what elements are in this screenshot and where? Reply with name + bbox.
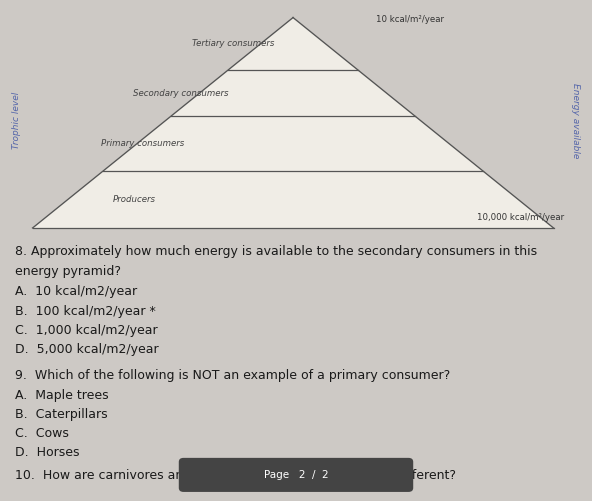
Text: Trophic level: Trophic level xyxy=(12,92,21,149)
Text: D.  Horses: D. Horses xyxy=(15,446,79,459)
Text: energy pyramid?: energy pyramid? xyxy=(15,265,121,278)
Text: Secondary consumers: Secondary consumers xyxy=(133,89,229,98)
Text: B.  100 kcal/m2/year *: B. 100 kcal/m2/year * xyxy=(15,305,156,318)
Text: A.  Maple trees: A. Maple trees xyxy=(15,389,108,402)
Text: 8. Approximately how much energy is available to the secondary consumers in this: 8. Approximately how much energy is avai… xyxy=(15,245,537,259)
Text: B.  Caterpillars: B. Caterpillars xyxy=(15,408,107,421)
Text: D.  5,000 kcal/m2/year: D. 5,000 kcal/m2/year xyxy=(15,343,159,356)
Text: Tertiary consumers: Tertiary consumers xyxy=(192,40,275,48)
Text: C.  1,000 kcal/m2/year: C. 1,000 kcal/m2/year xyxy=(15,324,157,337)
Text: Page   2  /  2: Page 2 / 2 xyxy=(263,470,329,480)
Text: 10,000 kcal/m²/year: 10,000 kcal/m²/year xyxy=(477,213,564,222)
Polygon shape xyxy=(33,18,554,228)
Text: A.  10 kcal/m2/year: A. 10 kcal/m2/year xyxy=(15,286,137,299)
Text: C.  Cows: C. Cows xyxy=(15,427,69,440)
Text: Producers: Producers xyxy=(112,195,156,204)
FancyBboxPatch shape xyxy=(179,458,413,492)
Text: 9.  Which of the following is NOT an example of a primary consumer?: 9. Which of the following is NOT an exam… xyxy=(15,369,450,382)
Text: Primary consumers: Primary consumers xyxy=(101,139,184,148)
Text: 10.  How are carnivores and carnivores alike?  How are they different?: 10. How are carnivores and carnivores al… xyxy=(15,469,456,482)
Text: 10 kcal/m²/year: 10 kcal/m²/year xyxy=(376,15,444,24)
Text: Energy available: Energy available xyxy=(571,83,580,158)
